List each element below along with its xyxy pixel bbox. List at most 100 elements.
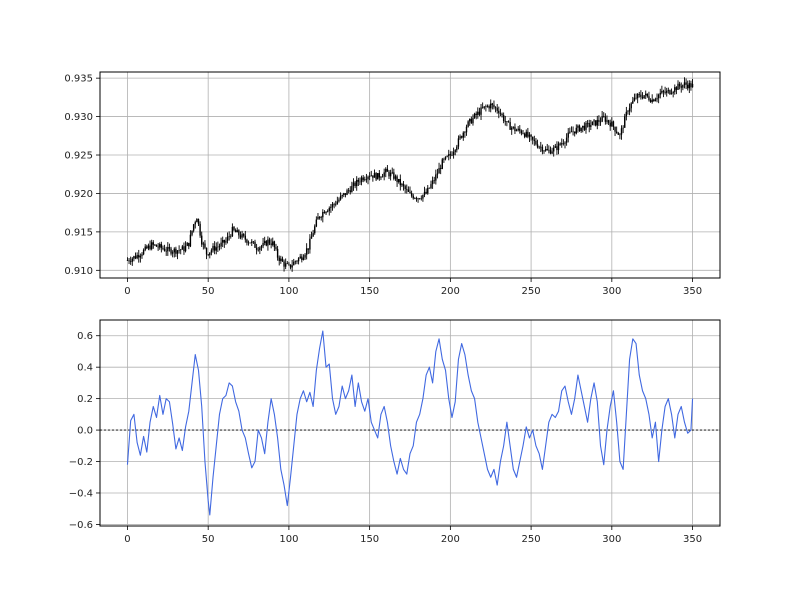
price-candle-body bbox=[609, 122, 611, 127]
price-candle-body bbox=[643, 95, 645, 99]
price-candle-body bbox=[538, 146, 540, 148]
price-candle-body bbox=[480, 107, 482, 115]
price-candle-body bbox=[184, 245, 187, 252]
price-candle-body bbox=[138, 254, 140, 258]
price-candle-body bbox=[242, 234, 245, 236]
price-candle-body bbox=[651, 99, 653, 103]
price-candle-body bbox=[483, 106, 485, 108]
price-candle-body bbox=[525, 131, 527, 137]
price-candle-body bbox=[252, 241, 255, 243]
price-x-tick-label: 50 bbox=[202, 286, 215, 297]
price-candle-body bbox=[339, 196, 342, 200]
price-candle-body bbox=[273, 241, 276, 248]
price-candle-body bbox=[682, 85, 684, 88]
price-candle-body bbox=[142, 249, 145, 255]
price-candle-body bbox=[317, 216, 319, 220]
price-candle-body bbox=[438, 168, 440, 174]
price-x-tick-label: 300 bbox=[602, 286, 621, 297]
osc-y-tick-label: 0.4 bbox=[77, 363, 93, 374]
price-candle-body bbox=[486, 106, 489, 107]
price-x-tick-label: 250 bbox=[522, 286, 541, 297]
price-candle-body bbox=[178, 250, 180, 251]
price-candle-body bbox=[498, 110, 500, 114]
price-candle-body bbox=[365, 179, 368, 180]
price-candle-body bbox=[688, 83, 691, 89]
price-candle-body bbox=[420, 198, 423, 200]
price-candle-body bbox=[583, 125, 586, 130]
price-candle-body bbox=[173, 248, 175, 253]
price-candle-body bbox=[648, 96, 650, 101]
price-candle-body bbox=[385, 168, 387, 173]
price-candle-body bbox=[367, 176, 369, 180]
price-candle-body bbox=[570, 131, 573, 133]
price-y-tick-label: 0.910 bbox=[64, 266, 93, 277]
price-candle-body bbox=[481, 107, 484, 109]
price-candle-body bbox=[202, 243, 205, 245]
osc-axes-frame bbox=[99, 319, 721, 527]
price-candle-body bbox=[305, 248, 308, 255]
price-candle-body bbox=[362, 177, 364, 181]
price-candle-body bbox=[614, 126, 616, 132]
price-candle-body bbox=[201, 235, 203, 245]
price-candle-body bbox=[133, 256, 135, 259]
price-candle-body bbox=[328, 208, 330, 212]
price-candle-body bbox=[520, 130, 523, 134]
price-candle-body bbox=[494, 107, 497, 108]
price-candle-body bbox=[293, 261, 295, 266]
price-candle-body bbox=[528, 134, 531, 137]
price-candle-body bbox=[346, 190, 348, 195]
price-candle-body bbox=[678, 83, 681, 87]
price-candle-body bbox=[386, 168, 389, 172]
price-candle-body bbox=[268, 239, 271, 244]
price-candle-body bbox=[504, 121, 506, 122]
price-candle-body bbox=[469, 118, 471, 122]
price-candle-body bbox=[207, 254, 209, 256]
price-candle-body bbox=[669, 90, 671, 94]
price-candle-body bbox=[364, 179, 366, 181]
price-candle-body bbox=[628, 108, 631, 112]
price-y-tick-label: 0.935 bbox=[64, 74, 93, 85]
price-candle-body bbox=[577, 125, 579, 128]
price-candle-body bbox=[646, 93, 649, 97]
price-candle-body bbox=[160, 244, 163, 248]
price-candle-body bbox=[183, 246, 185, 252]
price-candle-body bbox=[226, 236, 229, 241]
price-candle-body bbox=[459, 136, 461, 139]
price-candle-body bbox=[401, 183, 403, 186]
price-candle-body bbox=[323, 212, 326, 214]
price-candle-body bbox=[630, 103, 632, 109]
price-candle-body bbox=[657, 94, 660, 99]
price-candle-body bbox=[640, 94, 642, 97]
price-candle-body bbox=[564, 142, 566, 144]
price-candle-body bbox=[446, 156, 448, 157]
price-candle-body bbox=[496, 107, 498, 111]
price-candle-body bbox=[263, 241, 266, 244]
price-candle-body bbox=[239, 235, 242, 238]
price-candle-body bbox=[462, 132, 464, 138]
price-candle-body bbox=[475, 113, 477, 115]
price-candle-body bbox=[632, 100, 634, 104]
price-candle-body bbox=[205, 247, 208, 255]
price-candle-body bbox=[380, 177, 382, 178]
price-candle-body bbox=[209, 252, 211, 256]
price-candle-body bbox=[533, 139, 536, 141]
price-candle-body bbox=[672, 91, 674, 94]
price-x-tick-label: 200 bbox=[441, 286, 460, 297]
price-candle-body bbox=[559, 143, 561, 145]
price-candle-body bbox=[134, 256, 137, 259]
price-candle-body bbox=[368, 176, 371, 177]
price-candle-body bbox=[147, 245, 150, 249]
price-candle-body bbox=[128, 260, 130, 262]
price-candle-body bbox=[299, 256, 301, 259]
osc-x-tick-label: 100 bbox=[279, 534, 298, 545]
price-candle-body bbox=[490, 103, 492, 109]
osc-x-tick-label: 0 bbox=[124, 534, 130, 545]
price-candle-body bbox=[649, 100, 652, 103]
osc-y-tick-label: 0.6 bbox=[77, 331, 93, 342]
price-candle-body bbox=[338, 199, 340, 202]
price-candle-body bbox=[399, 178, 402, 186]
price-candle-body bbox=[180, 249, 182, 251]
price-candle-body bbox=[611, 121, 613, 127]
price-candle-body bbox=[247, 242, 250, 244]
price-candle-body bbox=[554, 146, 557, 148]
